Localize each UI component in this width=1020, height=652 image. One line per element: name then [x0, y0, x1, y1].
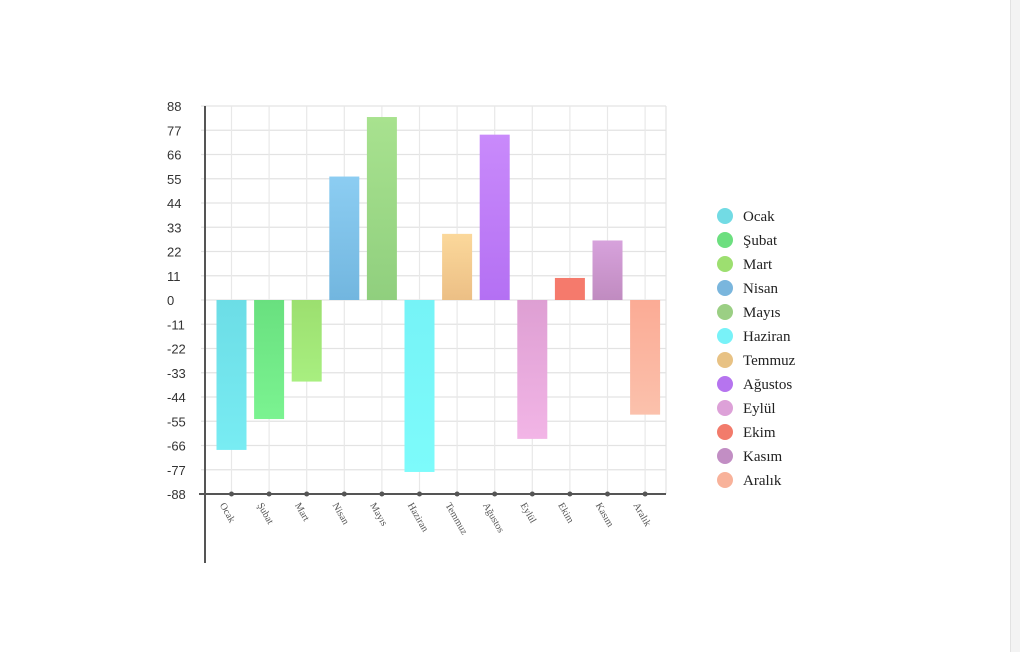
bar-4[interactable]	[366, 117, 397, 300]
x-tick-dot	[454, 491, 460, 497]
legend-label[interactable]: Nisan	[743, 281, 778, 297]
legend-swatch	[717, 256, 733, 272]
y-tick-label: 66	[167, 148, 181, 163]
legend-label[interactable]: Ağustos	[743, 377, 792, 393]
y-tick-label: -22	[167, 342, 186, 357]
legend-swatch	[717, 328, 733, 344]
legend-label[interactable]: Şubat	[743, 233, 778, 249]
y-tick-label: 0	[167, 293, 174, 308]
bar-10[interactable]	[592, 240, 623, 300]
y-tick-label: 88	[167, 99, 181, 114]
y-tick-label: 44	[167, 196, 181, 211]
bar-11[interactable]	[630, 300, 661, 415]
legend-label[interactable]: Ocak	[743, 209, 775, 225]
x-tick-label: Aralık	[631, 501, 653, 529]
legend-swatch	[717, 376, 733, 392]
bar-6[interactable]	[442, 233, 473, 300]
x-tick-label: Haziran	[405, 501, 430, 534]
x-tick-label: Ağustos	[480, 501, 506, 535]
bar-0[interactable]	[216, 300, 247, 450]
x-axis-ticks: Ocak Şubat Mart Nisan Mayıs Haziran Temmuz Ağus…	[217, 501, 653, 537]
y-tick-label: 55	[167, 172, 181, 187]
x-tick-label: Mart	[292, 501, 311, 524]
axes	[199, 106, 666, 563]
x-tick-dot	[605, 491, 610, 497]
y-tick-label: -66	[167, 439, 186, 454]
y-tick-label: 77	[167, 123, 181, 138]
legend-swatch	[717, 232, 733, 248]
x-tick-label: Nisan	[330, 501, 351, 527]
bar-1[interactable]	[254, 300, 285, 420]
legend-swatch	[717, 352, 733, 368]
legend-label[interactable]: Eylül	[743, 401, 776, 417]
x-tick-dot	[304, 491, 310, 497]
x-tick-dot	[642, 491, 648, 497]
x-tick-dot	[567, 491, 573, 497]
legend-label[interactable]: Temmuz	[743, 353, 796, 369]
x-tick-label: Eylül	[518, 501, 538, 525]
legend: Ocak Şubat Mart Nisan Mayıs Haziran Temmuz Ağus…	[717, 208, 796, 489]
scrollbar[interactable]	[1010, 0, 1020, 652]
legend-label[interactable]: Aralık	[743, 473, 782, 489]
legend-swatch	[717, 400, 733, 416]
x-tick-label: Kasım	[593, 501, 616, 529]
bar-9[interactable]	[554, 277, 585, 300]
y-tick-label: -44	[167, 390, 186, 405]
y-tick-label: -11	[167, 317, 185, 332]
x-tick-dot	[341, 491, 347, 497]
x-tick-dot	[229, 491, 234, 497]
legend-label[interactable]: Haziran	[743, 329, 791, 345]
legend-swatch	[717, 448, 733, 464]
legend-swatch	[717, 304, 733, 320]
x-tick-label: Ocak	[217, 501, 237, 525]
legend-swatch	[717, 280, 733, 296]
bar-7[interactable]	[479, 134, 510, 300]
legend-label[interactable]: Kasım	[743, 449, 782, 465]
x-tick-dot	[529, 491, 535, 497]
bar-5[interactable]	[404, 300, 435, 472]
legend-label[interactable]: Mayıs	[743, 305, 781, 321]
y-tick-label: 11	[167, 269, 181, 284]
y-tick-label: -55	[167, 414, 186, 429]
legend-label[interactable]: Ekim	[743, 425, 776, 441]
y-tick-label: 22	[167, 245, 181, 260]
x-tick-label: Şubat	[255, 501, 276, 526]
y-tick-label: -33	[167, 366, 186, 381]
x-tick-label: Mayıs	[367, 501, 389, 528]
x-tick-label: Temmuz	[443, 501, 470, 537]
bar-2[interactable]	[291, 300, 322, 382]
bar-3[interactable]	[329, 176, 360, 300]
x-tick-dot	[266, 491, 272, 497]
legend-label[interactable]: Mart	[743, 257, 773, 273]
y-tick-label: -77	[167, 463, 186, 478]
y-tick-label: -88	[167, 487, 186, 502]
legend-swatch	[717, 472, 733, 488]
bars	[216, 117, 661, 472]
x-tick-label: Ekim	[555, 501, 575, 525]
x-tick-dot	[379, 491, 385, 497]
bar-8[interactable]	[517, 300, 548, 439]
y-axis-ticks: 88 77 66 55 44 33 22 11 0 -11 -22 -33 -44 -55 -66 -77 -8…	[167, 99, 186, 502]
x-tick-dot	[417, 491, 422, 497]
legend-swatch	[717, 208, 733, 224]
legend-swatch	[717, 424, 733, 440]
y-tick-label: 33	[167, 220, 181, 235]
x-tick-dot	[492, 491, 498, 497]
